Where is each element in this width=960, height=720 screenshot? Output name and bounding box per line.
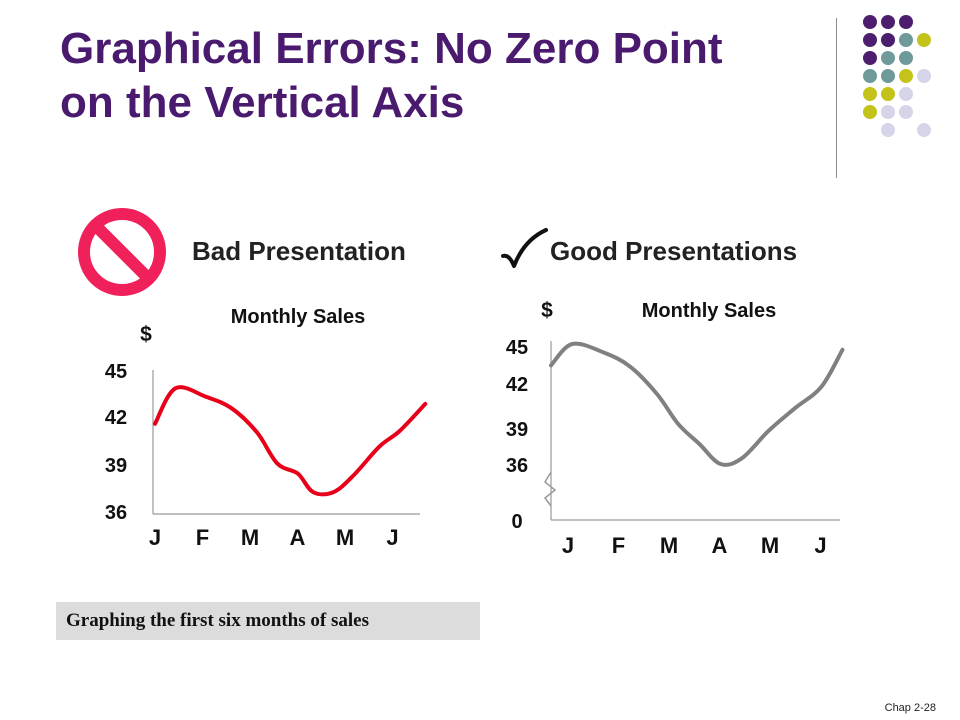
decorative-dot: [917, 33, 931, 47]
x-tick-label: M: [241, 525, 259, 550]
x-tick-label: F: [612, 533, 625, 558]
y-tick-label: 0: [511, 511, 522, 533]
axis-break-icon: [543, 471, 557, 507]
caption-box: Graphing the first six months of sales: [56, 602, 480, 640]
decorative-dot: [863, 87, 877, 101]
title-divider-line: [836, 18, 837, 178]
decorative-dot: [881, 69, 895, 83]
y-tick-label: 42: [506, 374, 528, 396]
decorative-dot: [863, 105, 877, 119]
x-tick-label: A: [712, 533, 728, 558]
chart-title: Monthly Sales: [642, 300, 776, 322]
decorative-dot: [863, 51, 877, 65]
good-presentations-heading: Good Presentations: [550, 236, 798, 266]
decorative-dot: [899, 87, 913, 101]
decorative-dot: [899, 33, 913, 47]
x-tick-label: M: [336, 525, 354, 550]
decorative-dot: [881, 87, 895, 101]
series-line: [153, 385, 428, 497]
checkmark-icon: [501, 228, 548, 268]
slide-title: Graphical Errors: No Zero Point on the V…: [60, 24, 723, 127]
y-tick-label: 36: [506, 455, 528, 477]
decorative-dot: [881, 15, 895, 29]
y-axis-label: $: [140, 323, 152, 346]
bad-chart: Monthly Sales $45 42 39 36 J F M A M J: [105, 306, 428, 550]
y-axis-label: $: [541, 299, 553, 322]
x-tick-label: F: [196, 525, 209, 550]
decorative-dot: [917, 123, 931, 137]
y-tick-label: 39: [506, 419, 528, 441]
decorative-dots: [863, 15, 931, 137]
x-tick-label: J: [562, 533, 574, 558]
y-tick-label: 42: [105, 407, 127, 429]
series-line: [549, 341, 845, 467]
decorative-dot: [881, 33, 895, 47]
decorative-dot: [899, 51, 913, 65]
y-tick-label: 36: [105, 502, 127, 524]
x-tick-label: J: [814, 533, 826, 558]
bad-presentation-heading: Bad Presentation: [192, 236, 406, 266]
decorative-dot: [863, 33, 877, 47]
x-tick-label: J: [149, 525, 161, 550]
x-tick-label: A: [290, 525, 306, 550]
x-tick-label: M: [660, 533, 678, 558]
decorative-dot: [881, 105, 895, 119]
x-tick-label: J: [386, 525, 398, 550]
chart-title: Monthly Sales: [231, 306, 365, 328]
decorative-dot: [917, 69, 931, 83]
slide-number: Chap 2-28: [884, 702, 936, 714]
decorative-dot: [863, 69, 877, 83]
prohibition-icon: [78, 208, 166, 296]
y-tick-label: 45: [105, 361, 127, 383]
good-chart: Monthly Sales $45 42 39 36 0 J F M A M J: [506, 299, 845, 558]
decorative-dot: [899, 105, 913, 119]
decorative-dot: [881, 123, 895, 137]
decorative-dot: [899, 69, 913, 83]
decorative-dot: [899, 15, 913, 29]
y-tick-label: 39: [105, 455, 127, 477]
decorative-dot: [881, 51, 895, 65]
decorative-dot: [863, 15, 877, 29]
x-tick-label: M: [761, 533, 779, 558]
y-tick-label: 45: [506, 337, 528, 359]
